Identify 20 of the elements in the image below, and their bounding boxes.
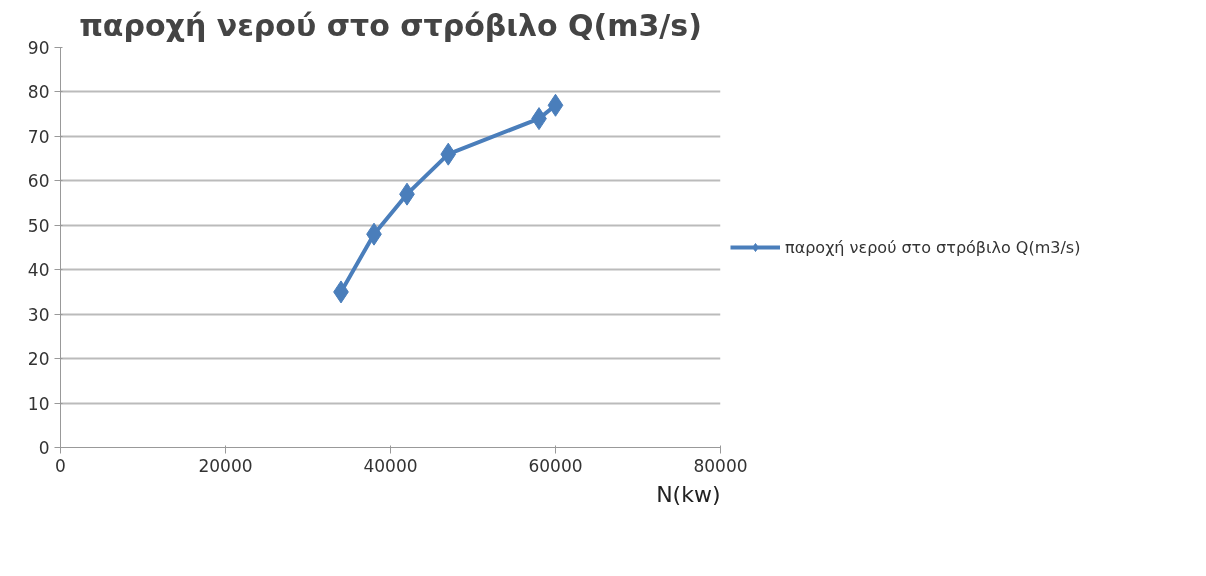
chart-title: παροχή νερού στο στρόβιλο Q(m3/s) — [79, 7, 702, 43]
x-tick-label: 60000 — [528, 455, 583, 476]
x-tick-label: 0 — [55, 455, 66, 476]
y-tick-label: 60 — [27, 171, 50, 192]
y-tick-label: 70 — [27, 126, 50, 147]
y-tick-label: 80 — [27, 82, 50, 103]
y-tick-label: 90 — [27, 38, 50, 58]
point — [547, 93, 564, 117]
y-tick-label: 0 — [38, 438, 50, 458]
x-tick-label: 40000 — [363, 455, 418, 476]
x-axis-title: N(kw) — [656, 481, 721, 507]
y-tick-label: 30 — [27, 304, 50, 325]
legend-label: παροχή νερού στο στρόβιλο Q(m3/s) — [785, 237, 1081, 257]
y-tick-label: 40 — [27, 260, 50, 281]
x-tick-label: 80000 — [693, 455, 748, 476]
y-tick-label: 50 — [27, 215, 50, 236]
point — [440, 142, 457, 166]
x-tick-label: 20000 — [198, 455, 253, 476]
y-tick-label: 20 — [27, 349, 50, 370]
y-tick-label: 10 — [27, 393, 50, 414]
